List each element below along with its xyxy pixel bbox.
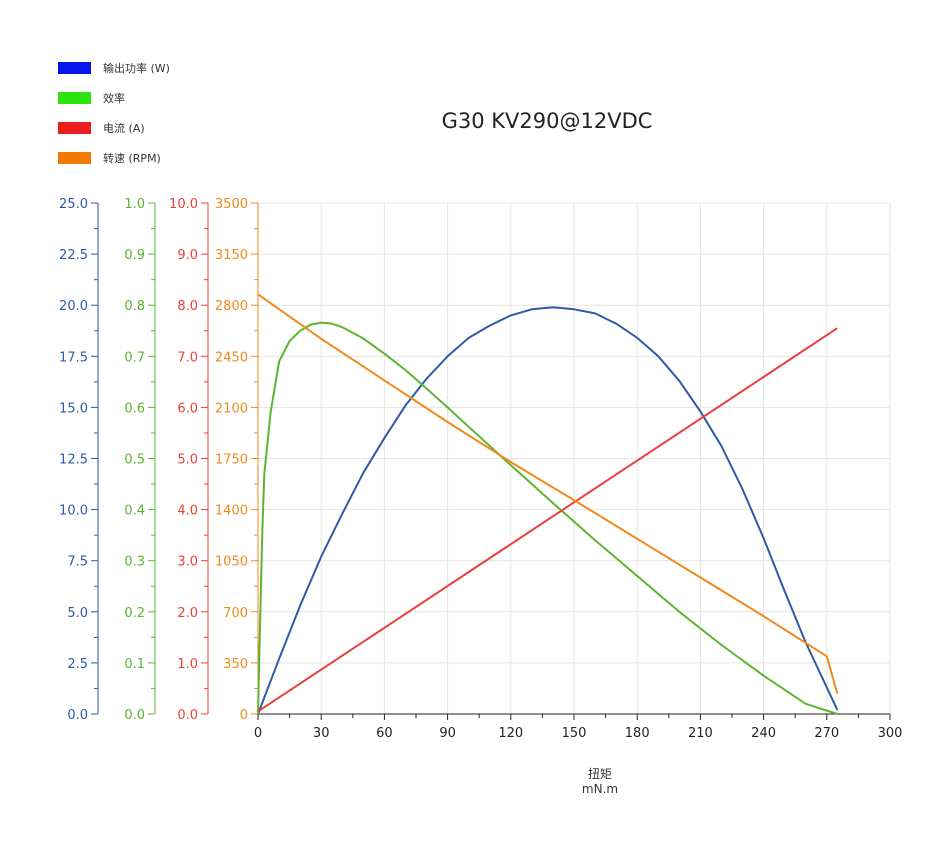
current-tick-label: 5.0 (177, 453, 198, 468)
efficiency-tick-label: 0.3 (124, 555, 145, 570)
power-tick-label: 5.0 (67, 606, 88, 621)
power-tick-label: 7.5 (67, 555, 88, 570)
speed-tick-label: 1400 (215, 504, 248, 519)
speed-tick-label: 0 (240, 708, 248, 723)
legend-swatch-power (58, 62, 91, 74)
power-tick-label: 20.0 (59, 299, 88, 314)
power-tick-label: 12.5 (59, 453, 88, 468)
speed-tick-label: 3150 (215, 248, 248, 263)
y-axes: 0.0 2.5 5.0 7.5 10.0 12.5 15.0 17.5 20.0 22.5 25.0… (59, 197, 259, 723)
current-tick-label: 1.0 (177, 657, 198, 672)
x-tick-label: 60 (376, 726, 393, 741)
legend-label-speed: 转速 (RPM) (103, 151, 161, 165)
efficiency-tick-label: 0.1 (124, 657, 145, 672)
series-layer (257, 293, 839, 715)
current-tick-label: 9.0 (177, 248, 198, 263)
current-tick-label: 6.0 (177, 401, 198, 416)
current-tick-label: 2.0 (177, 606, 198, 621)
power-tick-label: 22.5 (59, 248, 88, 263)
x-tick-label: 240 (751, 726, 776, 741)
speed-tick-label: 2450 (215, 350, 248, 365)
current-tick-label: 8.0 (177, 299, 198, 314)
power-tick-label: 2.5 (67, 657, 88, 672)
x-tick-label: 120 (498, 726, 523, 741)
x-axis-unit: mN.m (582, 782, 618, 796)
efficiency-tick-label: 0.0 (124, 708, 145, 723)
x-tick-label: 270 (814, 726, 839, 741)
efficiency-tick-label: 0.6 (124, 401, 145, 416)
x-tick-label: 210 (688, 726, 713, 741)
legend-swatch-efficiency (58, 92, 91, 104)
current-tick-label: 7.0 (177, 350, 198, 365)
legend-label-current: 电流 (A) (103, 121, 145, 135)
current-tick-label: 3.0 (177, 555, 198, 570)
power-tick-label: 17.5 (59, 350, 88, 365)
series-line-power (257, 306, 839, 715)
legend-label-efficiency: 效率 (103, 91, 125, 105)
speed-tick-label: 2100 (215, 401, 248, 416)
legend-swatch-current (58, 122, 91, 134)
power-tick-label: 0.0 (67, 708, 88, 723)
efficiency-tick-label: 0.7 (124, 350, 145, 365)
x-tick-label: 300 (878, 726, 903, 741)
x-tick-label: 90 (439, 726, 456, 741)
x-axis: 0 30 60 90 120 150 180 210 240 270 300 (254, 713, 903, 741)
power-tick-label: 15.0 (59, 401, 88, 416)
current-tick-label: 10.0 (169, 197, 198, 212)
speed-tick-label: 2800 (215, 299, 248, 314)
efficiency-tick-label: 0.5 (124, 453, 145, 468)
efficiency-tick-label: 0.2 (124, 606, 145, 621)
x-axis-label: 扭矩 (588, 767, 612, 781)
power-tick-label: 10.0 (59, 504, 88, 519)
series-line-speed (257, 293, 839, 694)
speed-tick-label: 350 (223, 657, 248, 672)
speed-tick-label: 1750 (215, 453, 248, 468)
efficiency-tick-label: 0.8 (124, 299, 145, 314)
legend-label-power: 输出功率 (W) (103, 61, 170, 75)
speed-tick-label: 700 (223, 606, 248, 621)
efficiency-tick-label: 1.0 (124, 197, 145, 212)
efficiency-tick-label: 0.4 (124, 504, 145, 519)
power-tick-label: 25.0 (59, 197, 88, 212)
current-tick-label: 0.0 (177, 708, 198, 723)
efficiency-tick-label: 0.9 (124, 248, 145, 263)
x-tick-label: 30 (313, 726, 330, 741)
series-line-current (257, 327, 838, 713)
series-line-efficiency (257, 321, 838, 715)
current-tick-label: 4.0 (177, 504, 198, 519)
grid (258, 202, 891, 714)
x-tick-label: 180 (625, 726, 650, 741)
speed-tick-label: 1050 (215, 555, 248, 570)
chart-title: G30 KV290@12VDC (442, 109, 653, 133)
x-tick-label: 0 (254, 726, 262, 741)
x-tick-label: 150 (562, 726, 587, 741)
legend-swatch-speed (58, 152, 91, 164)
speed-tick-label: 3500 (215, 197, 248, 212)
